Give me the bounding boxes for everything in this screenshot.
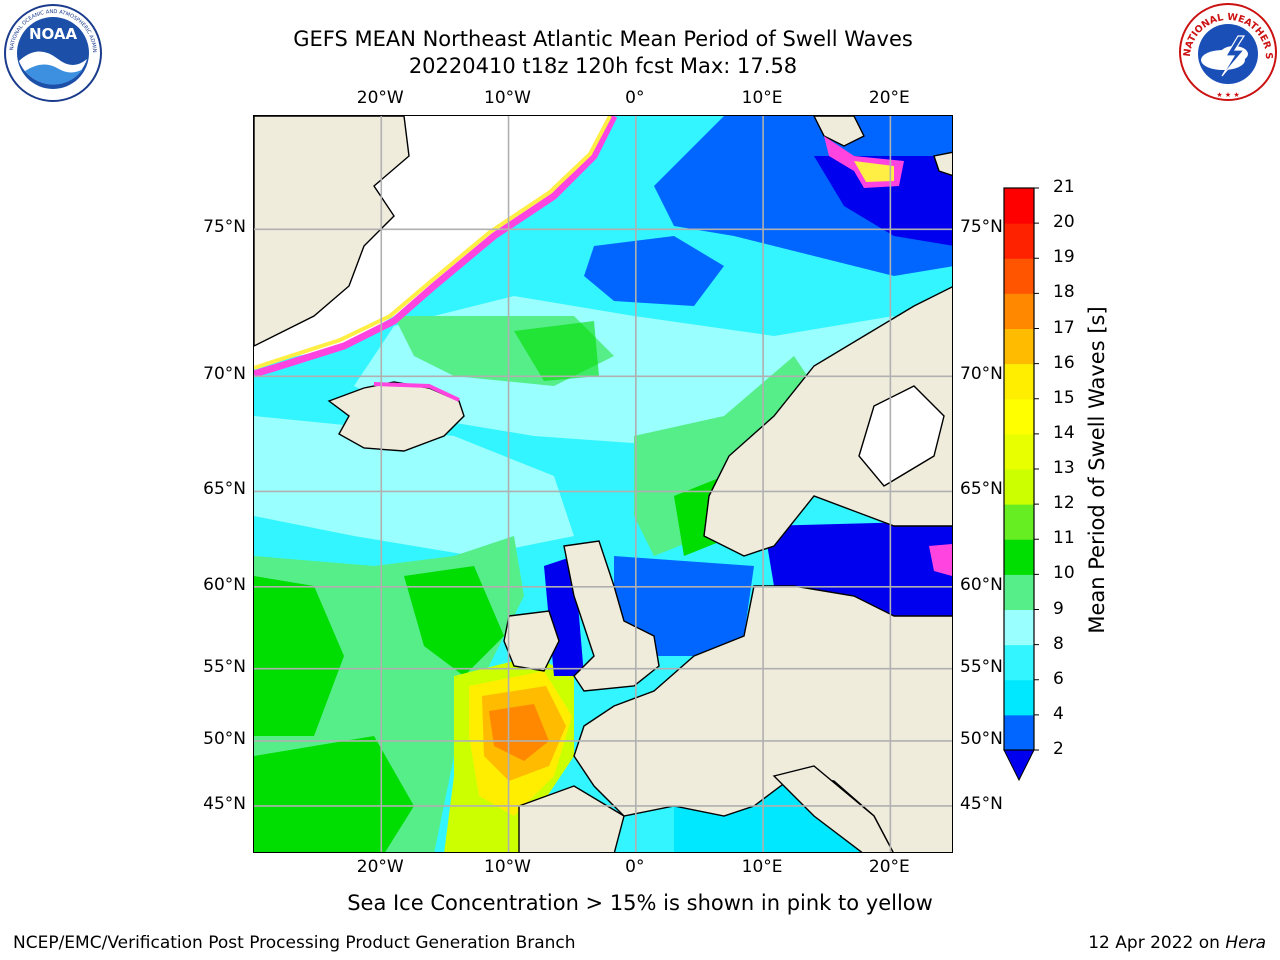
lat-tick-label: 55°N (960, 656, 1003, 677)
lat-tick-label: 50°N (203, 728, 246, 749)
lon-tick-label: 0° (625, 857, 645, 877)
ireland-land (503, 610, 560, 672)
swell-band-6-8-mid (254, 416, 574, 556)
swell-band-10-11-west (254, 576, 344, 736)
swell-band-2-4-patch (584, 236, 724, 306)
svalbard-land (813, 116, 865, 147)
chart-subtitle: 20220410 t18z 120h fcst Max: 17.58 (408, 54, 798, 78)
colorbar-bin (1004, 258, 1034, 294)
colorbar-tick-label: 4 (1053, 703, 1064, 724)
colorbar-bin (1004, 223, 1034, 259)
colorbar-bin (1004, 433, 1034, 470)
colorbar-tick-label: 6 (1053, 668, 1064, 689)
colorbar-bin (1004, 188, 1034, 224)
italy-land (772, 765, 894, 852)
lat-tick-label: 65°N (203, 479, 246, 500)
colorbar-tick-label: 17 (1053, 317, 1075, 338)
swell-band-under-north (814, 156, 952, 246)
sea-ice-iceland-north (373, 382, 460, 402)
iberia-land (518, 785, 625, 852)
colorbar-tick-label: 2 (1053, 739, 1064, 759)
colorbar-bin (1004, 328, 1034, 365)
nws-logo: NATIONAL WEATHER SERVICE ★ ★ ★ (1178, 2, 1277, 101)
lat-tick-label: 45°N (960, 793, 1003, 814)
swell-band-10-11-norwegian (514, 321, 599, 381)
sea-ice-edge-greenland (254, 116, 618, 378)
colorbar-bin (1004, 609, 1034, 646)
colorbar-bin (1004, 469, 1034, 505)
svg-text:★ ★ ★: ★ ★ ★ (1216, 91, 1239, 99)
lon-tick-label: 10°E (741, 88, 783, 108)
colorbar-under-triangle (1003, 749, 1035, 782)
lat-tick-label: 55°N (203, 656, 246, 677)
swell-band-10-11-central (404, 566, 504, 676)
credit-machine: Hera (1225, 933, 1266, 953)
colorbar-tick-label: 14 (1053, 422, 1075, 443)
colorbar-bin (1004, 679, 1034, 716)
swell-band-17-18-biscay (489, 704, 549, 761)
credit-date-text: 12 Apr 2022 on (1088, 933, 1226, 953)
chart-title: GEFS MEAN Northeast Atlantic Mean Period… (293, 27, 913, 51)
sea-ice-edge-greenland-inner (254, 116, 612, 370)
swell-band-2-4-northsea (614, 556, 754, 656)
colorbar-bin (1004, 539, 1034, 575)
lon-tick-label: 10°E (741, 857, 783, 877)
colorbar-tick-label: 12 (1053, 493, 1075, 514)
credit-date: 12 Apr 2022 on Hera (1088, 933, 1266, 953)
colorbar-label: Mean Period of Swell Waves [s] (1085, 306, 1109, 634)
sea-ice (254, 116, 952, 576)
svalbard-east-land (933, 151, 952, 177)
sea-ice-baltic-east (929, 544, 952, 576)
lon-tick-label: 20°W (356, 857, 404, 877)
sea-ice-footnote: Sea Ice Concentration > 15% is shown in … (347, 891, 933, 915)
noaa-logo: NOAA NATIONAL OCEANIC AND ATMOSPHERIC AD… (3, 3, 102, 102)
gulf-of-bothnia (858, 385, 945, 487)
colorbar-tick-label: 8 (1053, 633, 1064, 654)
lon-tick-label: 10°W (484, 88, 531, 108)
lat-tick-label: 75°N (203, 217, 246, 238)
colorbar-tick-label: 15 (1053, 387, 1075, 408)
credit-branch: NCEP/EMC/Verification Post Processing Pr… (13, 933, 576, 953)
colorbar-bin (1004, 714, 1034, 751)
lat-tick-label: 45°N (203, 793, 246, 814)
colorbar-tick-label: 10 (1053, 563, 1075, 584)
lat-tick-label: 70°N (203, 364, 246, 385)
lon-tick-label: 20°W (356, 88, 404, 108)
sea-ice-svalbard-core (854, 161, 894, 182)
lon-tick-label: 20°E (868, 88, 910, 108)
lon-tick-label: 0° (625, 88, 645, 108)
colorbar (1003, 187, 1039, 782)
colorbar-tick-label: 18 (1053, 282, 1075, 303)
colorbar-tick-label: 21 (1053, 177, 1075, 197)
map-svg (254, 116, 952, 852)
lat-tick-label: 75°N (960, 217, 1003, 238)
colorbar-tick-label: 19 (1053, 247, 1075, 268)
colorbar-tick-label: 16 (1053, 352, 1075, 373)
colorbar-bin (1004, 293, 1034, 329)
swell-band-10-11-southwest (254, 736, 414, 852)
lat-tick-label: 60°N (960, 574, 1003, 595)
lat-tick-label: 65°N (960, 479, 1003, 500)
colorbar-tick-label: 11 (1053, 528, 1075, 549)
colorbar-bin (1004, 363, 1034, 400)
lat-tick-label: 70°N (960, 364, 1003, 385)
colorbar-tick-label: 20 (1053, 212, 1075, 233)
lat-tick-label: 50°N (960, 728, 1003, 749)
greenland-land (254, 116, 410, 347)
colorbar-bin (1004, 398, 1034, 435)
colorbar-bin (1004, 644, 1034, 681)
lon-tick-label: 10°W (484, 857, 531, 877)
map-panel (253, 115, 953, 853)
colorbar-bin (1004, 574, 1034, 610)
lat-tick-label: 60°N (203, 574, 246, 595)
colorbar-tick-label: 13 (1053, 458, 1075, 478)
lon-tick-label: 20°E (868, 857, 910, 877)
colorbar-bin (1004, 504, 1034, 540)
noaa-logo-text: NOAA (29, 25, 78, 43)
colorbar-tick-label: 9 (1053, 598, 1064, 619)
